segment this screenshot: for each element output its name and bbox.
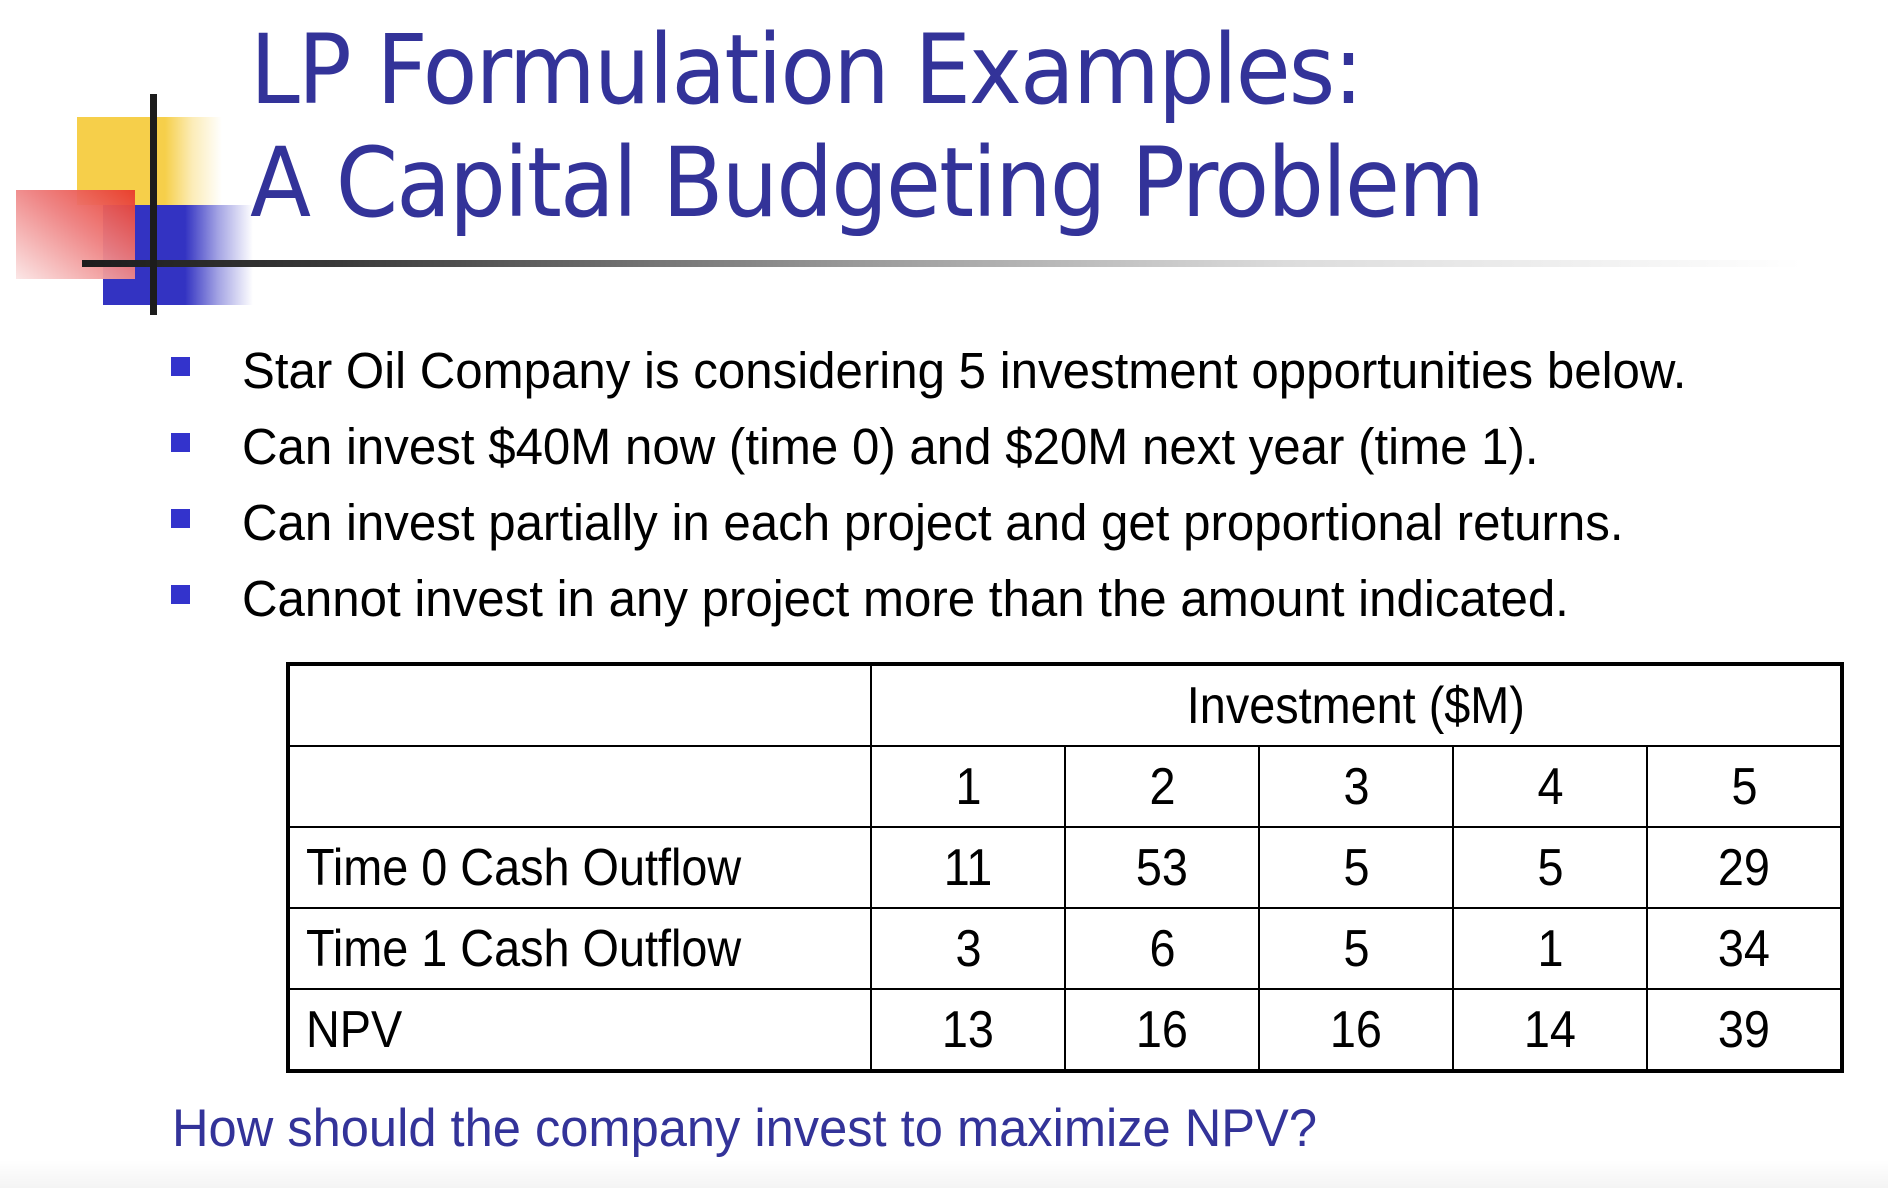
table-cell: 11 (870, 826, 1066, 909)
row-label: Time 0 Cash Outflow (287, 826, 872, 909)
table-column-header-row: 1 2 3 4 5 (287, 745, 1843, 828)
bullet-text: Cannot invest in any project more than t… (242, 570, 1569, 627)
table-row: Time 0 Cash Outflow 11 53 5 5 29 (287, 826, 1843, 909)
group-header-text: Investment ($M) (1186, 676, 1526, 735)
cell-value: 39 (1717, 1000, 1771, 1059)
cell-value: 14 (1523, 1000, 1577, 1059)
row-label: Time 1 Cash Outflow (287, 907, 872, 990)
row-label-text: Time 0 Cash Outflow (306, 838, 742, 897)
column-header: 2 (1064, 745, 1260, 828)
table-corner-cell (287, 663, 872, 747)
row-label-text: NPV (306, 1000, 403, 1059)
square-bullet-icon (171, 509, 190, 528)
cell-value: 3 (954, 919, 982, 978)
table-cell: 29 (1646, 826, 1843, 909)
table-cell: 3 (870, 907, 1066, 990)
investment-group-header: Investment ($M) (870, 663, 1843, 747)
cell-value: 6 (1148, 919, 1176, 978)
cell-value: 11 (943, 838, 993, 897)
table-group-header-row: Investment ($M) (287, 663, 1843, 747)
square-bullet-icon (171, 357, 190, 376)
table-cell: 16 (1064, 988, 1260, 1072)
table-cell: 39 (1646, 988, 1843, 1072)
logo-vertical-line (150, 94, 157, 315)
bullet-text: Can invest $40M now (time 0) and $20M ne… (242, 418, 1539, 475)
table-cell: 34 (1646, 907, 1843, 990)
slide-title: LP Formulation Examples: A Capital Budge… (250, 14, 1485, 240)
column-header: 1 (870, 745, 1066, 828)
cell-value: 16 (1329, 1000, 1383, 1059)
column-header-text: 5 (1730, 757, 1758, 816)
table-cell: 5 (1258, 826, 1454, 909)
column-header-text: 4 (1536, 757, 1564, 816)
title-underline-rule (82, 260, 1802, 267)
square-bullet-icon (171, 585, 190, 604)
column-header-text: 1 (954, 757, 982, 816)
column-header-text: 2 (1148, 757, 1176, 816)
cell-value: 53 (1135, 838, 1189, 897)
table-cell: 5 (1258, 907, 1454, 990)
table-cell: 53 (1064, 826, 1260, 909)
table-empty-cell (287, 745, 872, 828)
cell-value: 16 (1135, 1000, 1189, 1059)
cell-value: 5 (1342, 838, 1370, 897)
table-cell: 5 (1452, 826, 1648, 909)
column-header: 3 (1258, 745, 1454, 828)
table-cell: 14 (1452, 988, 1648, 1072)
bullet-text: Can invest partially in each project and… (242, 494, 1624, 551)
table-cell: 1 (1452, 907, 1648, 990)
cell-value: 29 (1717, 838, 1771, 897)
cell-value: 5 (1342, 919, 1370, 978)
question-text: How should the company invest to maximiz… (172, 1099, 1317, 1158)
row-label-text: Time 1 Cash Outflow (306, 919, 742, 978)
title-line-1: LP Formulation Examples: (250, 14, 1364, 126)
table-row: Time 1 Cash Outflow 3 6 5 1 34 (287, 907, 1843, 990)
title-line-2: A Capital Budgeting Problem (250, 127, 1485, 239)
column-header: 5 (1646, 745, 1843, 828)
investment-table: Investment ($M) 1 2 3 4 5 Time 0 Cash Ou… (286, 662, 1844, 1073)
bullet-text: Star Oil Company is considering 5 invest… (242, 342, 1687, 399)
cell-value: 5 (1536, 838, 1564, 897)
cell-value: 1 (1536, 919, 1564, 978)
row-label: NPV (287, 988, 872, 1072)
table-row: NPV 13 16 16 14 39 (287, 988, 1843, 1072)
square-bullet-icon (171, 433, 190, 452)
table-cell: 6 (1064, 907, 1260, 990)
cell-value: 13 (941, 1000, 995, 1059)
cell-value: 34 (1717, 919, 1771, 978)
table-cell: 16 (1258, 988, 1454, 1072)
table-cell: 13 (870, 988, 1066, 1072)
column-header: 4 (1452, 745, 1648, 828)
column-header-text: 3 (1342, 757, 1370, 816)
